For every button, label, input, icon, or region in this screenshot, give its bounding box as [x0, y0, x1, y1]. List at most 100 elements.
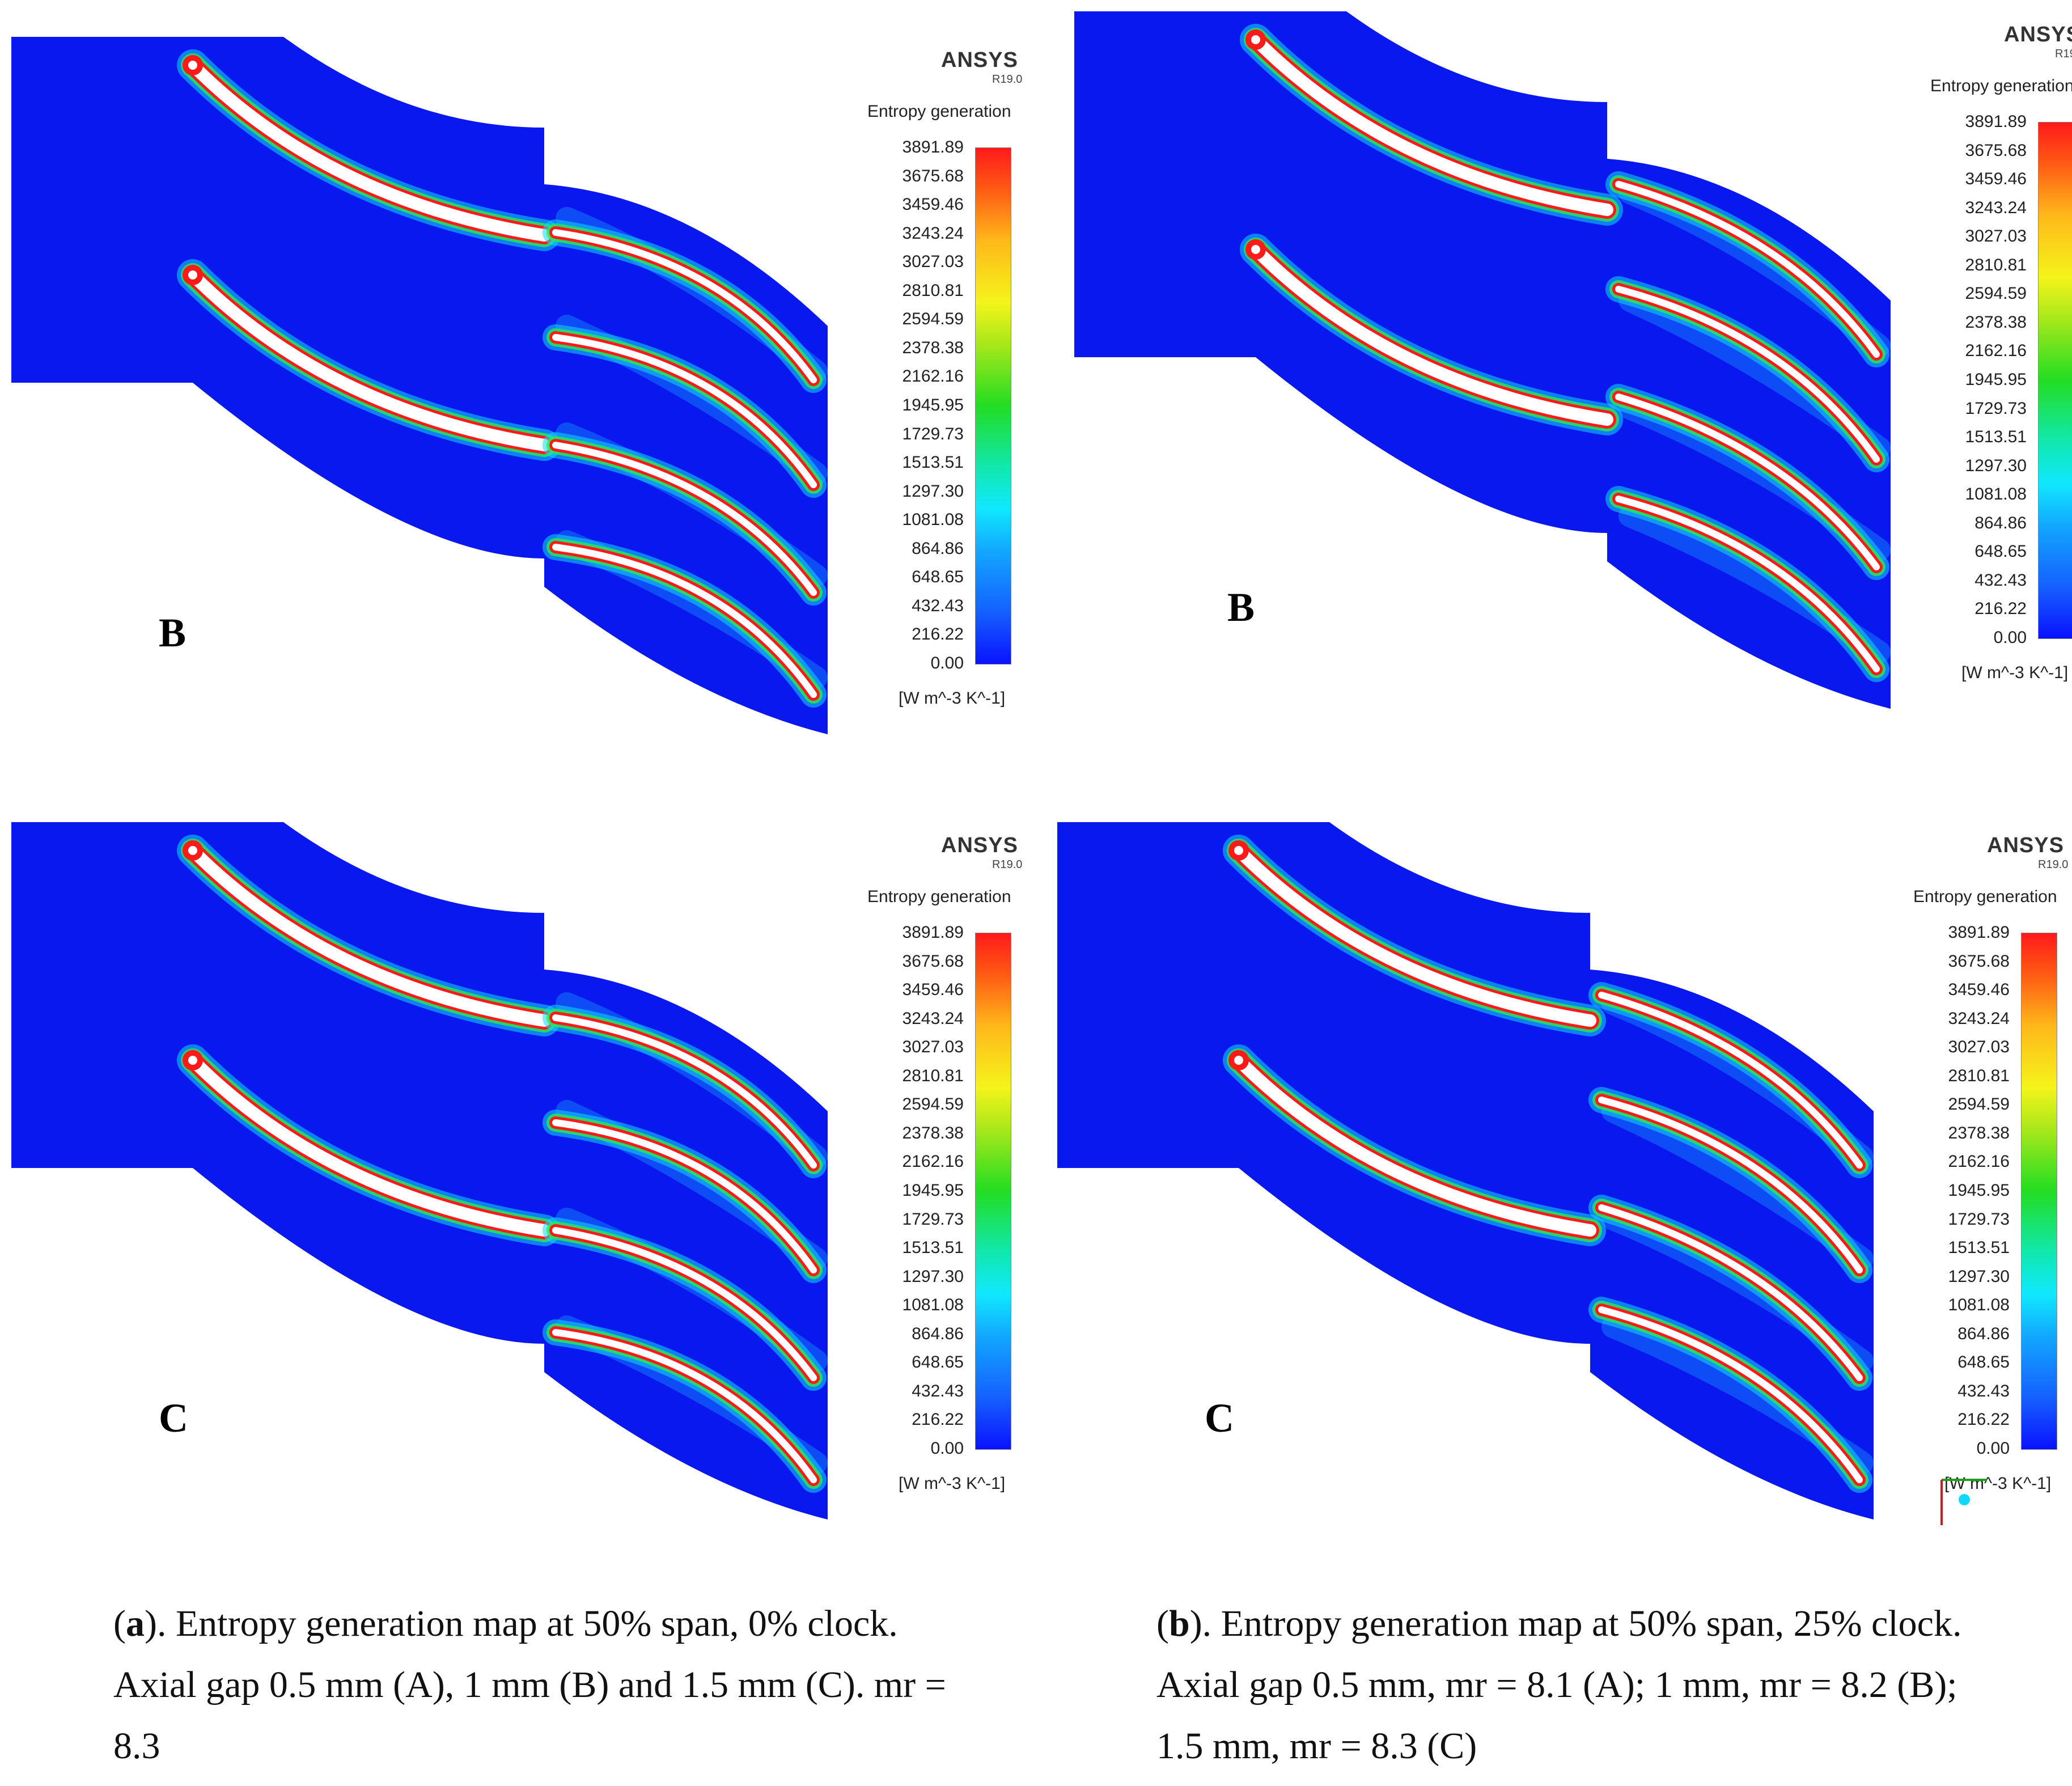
- colorbar-tick-label: 2162.16: [902, 1152, 964, 1171]
- colorbar-tick-label: 432.43: [1974, 570, 2027, 590]
- colorbar-tick-label: 2378.38: [1948, 1123, 2010, 1142]
- colorbar-tick-label: 2378.38: [1965, 312, 2027, 332]
- legend-units: [W m^-3 K^-1]: [1944, 1474, 2052, 1493]
- colorbar-tick-label: 216.22: [912, 1410, 964, 1429]
- colorbar-tick-label: 2810.81: [1965, 255, 2027, 274]
- ansys-logo: ANSYS: [941, 48, 1018, 72]
- axis-triad-icon: [1940, 1479, 1987, 1525]
- caption-b-open: (: [1156, 1603, 1169, 1644]
- colorbar-tick-label: 3243.24: [902, 1009, 964, 1028]
- colorbar-tick-label: 3027.03: [1948, 1038, 2010, 1057]
- rotor-blade-1-core: [552, 229, 817, 383]
- colorbar-ticks: 3891.89 3675.68 3459.46 3243.24 3027.03 2810.…: [879, 923, 964, 1477]
- colorbar-tick-label: 864.86: [912, 539, 964, 558]
- colorbar: [975, 933, 1011, 1450]
- colorbar-tick-label: 3243.24: [1948, 1009, 2010, 1028]
- caption-b-text: Entropy generation map at 50% span, 25% …: [1156, 1603, 1962, 1767]
- rotor-blade-2-core: [552, 334, 817, 488]
- legend-title: Entropy generation: [867, 102, 1011, 121]
- colorbar-tick-label: 432.43: [912, 1381, 964, 1400]
- colorbar-tick-label: 432.43: [1957, 1381, 2010, 1400]
- colorbar-tick-label: 3675.68: [1965, 141, 2027, 160]
- colorbar-tick-label: 1945.95: [1965, 370, 2027, 389]
- colorbar-tick-label: 1513.51: [1948, 1238, 2010, 1258]
- colorbar-tick-label: 648.65: [912, 1353, 964, 1372]
- colorbar-tick-label: 2594.59: [902, 1095, 964, 1114]
- colorbar-tick-label: 2594.59: [1948, 1095, 2010, 1114]
- cfd-panel-bottom-left: ANSYS R19.0 Entropy generation 3891.89 3675.…: [11, 816, 1032, 1542]
- stator-domain: [1074, 11, 1607, 533]
- stator-blade-1-core: [187, 59, 550, 242]
- entropy-contour-plot: [1074, 11, 1891, 709]
- colorbar-tick-label: 1513.51: [1965, 428, 2027, 447]
- colorbar-tick-label: 1729.73: [1965, 399, 2027, 418]
- stator-blade-2-core: [1249, 243, 1613, 426]
- colorbar-tick-label: 1297.30: [902, 481, 964, 501]
- colorbar-tick-label: 1297.30: [902, 1267, 964, 1286]
- colorbar-tick-label: 1729.73: [1948, 1209, 2010, 1229]
- colorbar-tick-label: 2378.38: [902, 1123, 964, 1142]
- colorbar-tick-label: 0.00: [930, 1439, 964, 1458]
- ansys-logo: ANSYS: [2004, 23, 2072, 46]
- stator-le-core-2: [188, 1056, 197, 1065]
- colorbar-tick-label: 864.86: [1974, 513, 2027, 532]
- colorbar-tick-label: 3027.03: [902, 1038, 964, 1057]
- colorbar-tick-label: 1081.08: [902, 1296, 964, 1315]
- colorbar-tick-label: 0.00: [930, 654, 964, 672]
- colorbar-tick-label: 2810.81: [902, 281, 964, 300]
- ansys-version: R19.0: [2055, 48, 2072, 60]
- colorbar: [2021, 933, 2057, 1450]
- colorbar-tick-label: 3459.46: [1948, 980, 2010, 1000]
- ansys-logo: ANSYS: [1987, 833, 2064, 857]
- rotor-blade-4-core: [552, 544, 817, 698]
- stator-blade-2-core: [187, 269, 550, 451]
- stator-le-core-1: [188, 61, 197, 70]
- cfd-panel-bottom-right: ANSYS R19.0 Entropy generation 3891.89 3675.…: [1057, 816, 2072, 1542]
- colorbar-tick-label: 1729.73: [902, 424, 964, 443]
- colorbar-tick-label: 3243.24: [1965, 198, 2027, 217]
- colorbar-tick-label: 3459.46: [1965, 170, 2027, 189]
- legend-title: Entropy generation: [1913, 887, 2057, 906]
- stator-domain: [11, 37, 544, 558]
- colorbar-tick-label: 3675.68: [1948, 951, 2010, 971]
- colorbar-tick-label: 3459.46: [902, 980, 964, 1000]
- colorbar-tick-label: 2162.16: [1948, 1152, 2010, 1171]
- rotor-blade-3-core: [552, 1227, 817, 1381]
- stator-le-core-2: [188, 270, 197, 280]
- rotor-blade-3-core: [552, 442, 817, 596]
- colorbar-tick-label: 864.86: [912, 1324, 964, 1343]
- stator-domain: [11, 822, 544, 1344]
- legend-units: [W m^-3 K^-1]: [899, 1474, 1006, 1493]
- cfd-panel-top-right: ANSYS R19.0 Entropy generation 3891.89 3675.…: [1074, 6, 2072, 731]
- legend-title: Entropy generation: [867, 887, 1011, 906]
- panel-label: C: [159, 1395, 188, 1441]
- colorbar-ticks: 3891.89 3675.68 3459.46 3243.24 3027.03 2810.…: [1925, 923, 2010, 1477]
- rotor-blade-2-core: [1615, 286, 1880, 463]
- colorbar-tick-label: 0.00: [1993, 628, 2027, 647]
- rotor-blade-3-core: [1598, 1204, 1863, 1381]
- caption-b: (b). Entropy generation map at 50% span,…: [1156, 1593, 1995, 1777]
- entropy-contour-plot: [1057, 822, 1874, 1520]
- rotor-blade-1-core: [1598, 992, 1863, 1169]
- stator-blade-2-core: [1232, 1054, 1596, 1237]
- colorbar-tick-label: 3027.03: [902, 252, 964, 272]
- cfd-panel-top-left: ANSYS R19.0 Entropy generation 3891.89 3675.…: [11, 31, 1032, 757]
- entropy-contour-plot: [11, 37, 828, 734]
- stator-le-core-1: [1251, 35, 1260, 44]
- stator-le-core-2: [1251, 245, 1260, 254]
- stator-le-core-2: [1234, 1056, 1243, 1065]
- caption-b-close: ).: [1189, 1603, 1212, 1644]
- panel-label: C: [1205, 1395, 1234, 1441]
- colorbar-tick-label: 648.65: [1957, 1353, 2010, 1372]
- legend-units: [W m^-3 K^-1]: [899, 689, 1006, 708]
- colorbar-tick-label: 3675.68: [902, 951, 964, 971]
- colorbar-ticks: 3891.89 3675.68 3459.46 3243.24 3027.03 2810.…: [1942, 112, 2027, 666]
- legend-units: [W m^-3 K^-1]: [1961, 663, 2069, 682]
- colorbar-tick-label: 648.65: [912, 568, 964, 587]
- colorbar-tick-label: 1729.73: [902, 1209, 964, 1229]
- rotor-blade-4-core: [1598, 1306, 1863, 1483]
- stator-le-core-1: [1234, 846, 1243, 855]
- caption-a: (a). Entropy generation map at 50% span,…: [113, 1593, 964, 1777]
- colorbar-tick-label: 2810.81: [902, 1066, 964, 1085]
- colorbar-tick-label: 3243.24: [902, 223, 964, 243]
